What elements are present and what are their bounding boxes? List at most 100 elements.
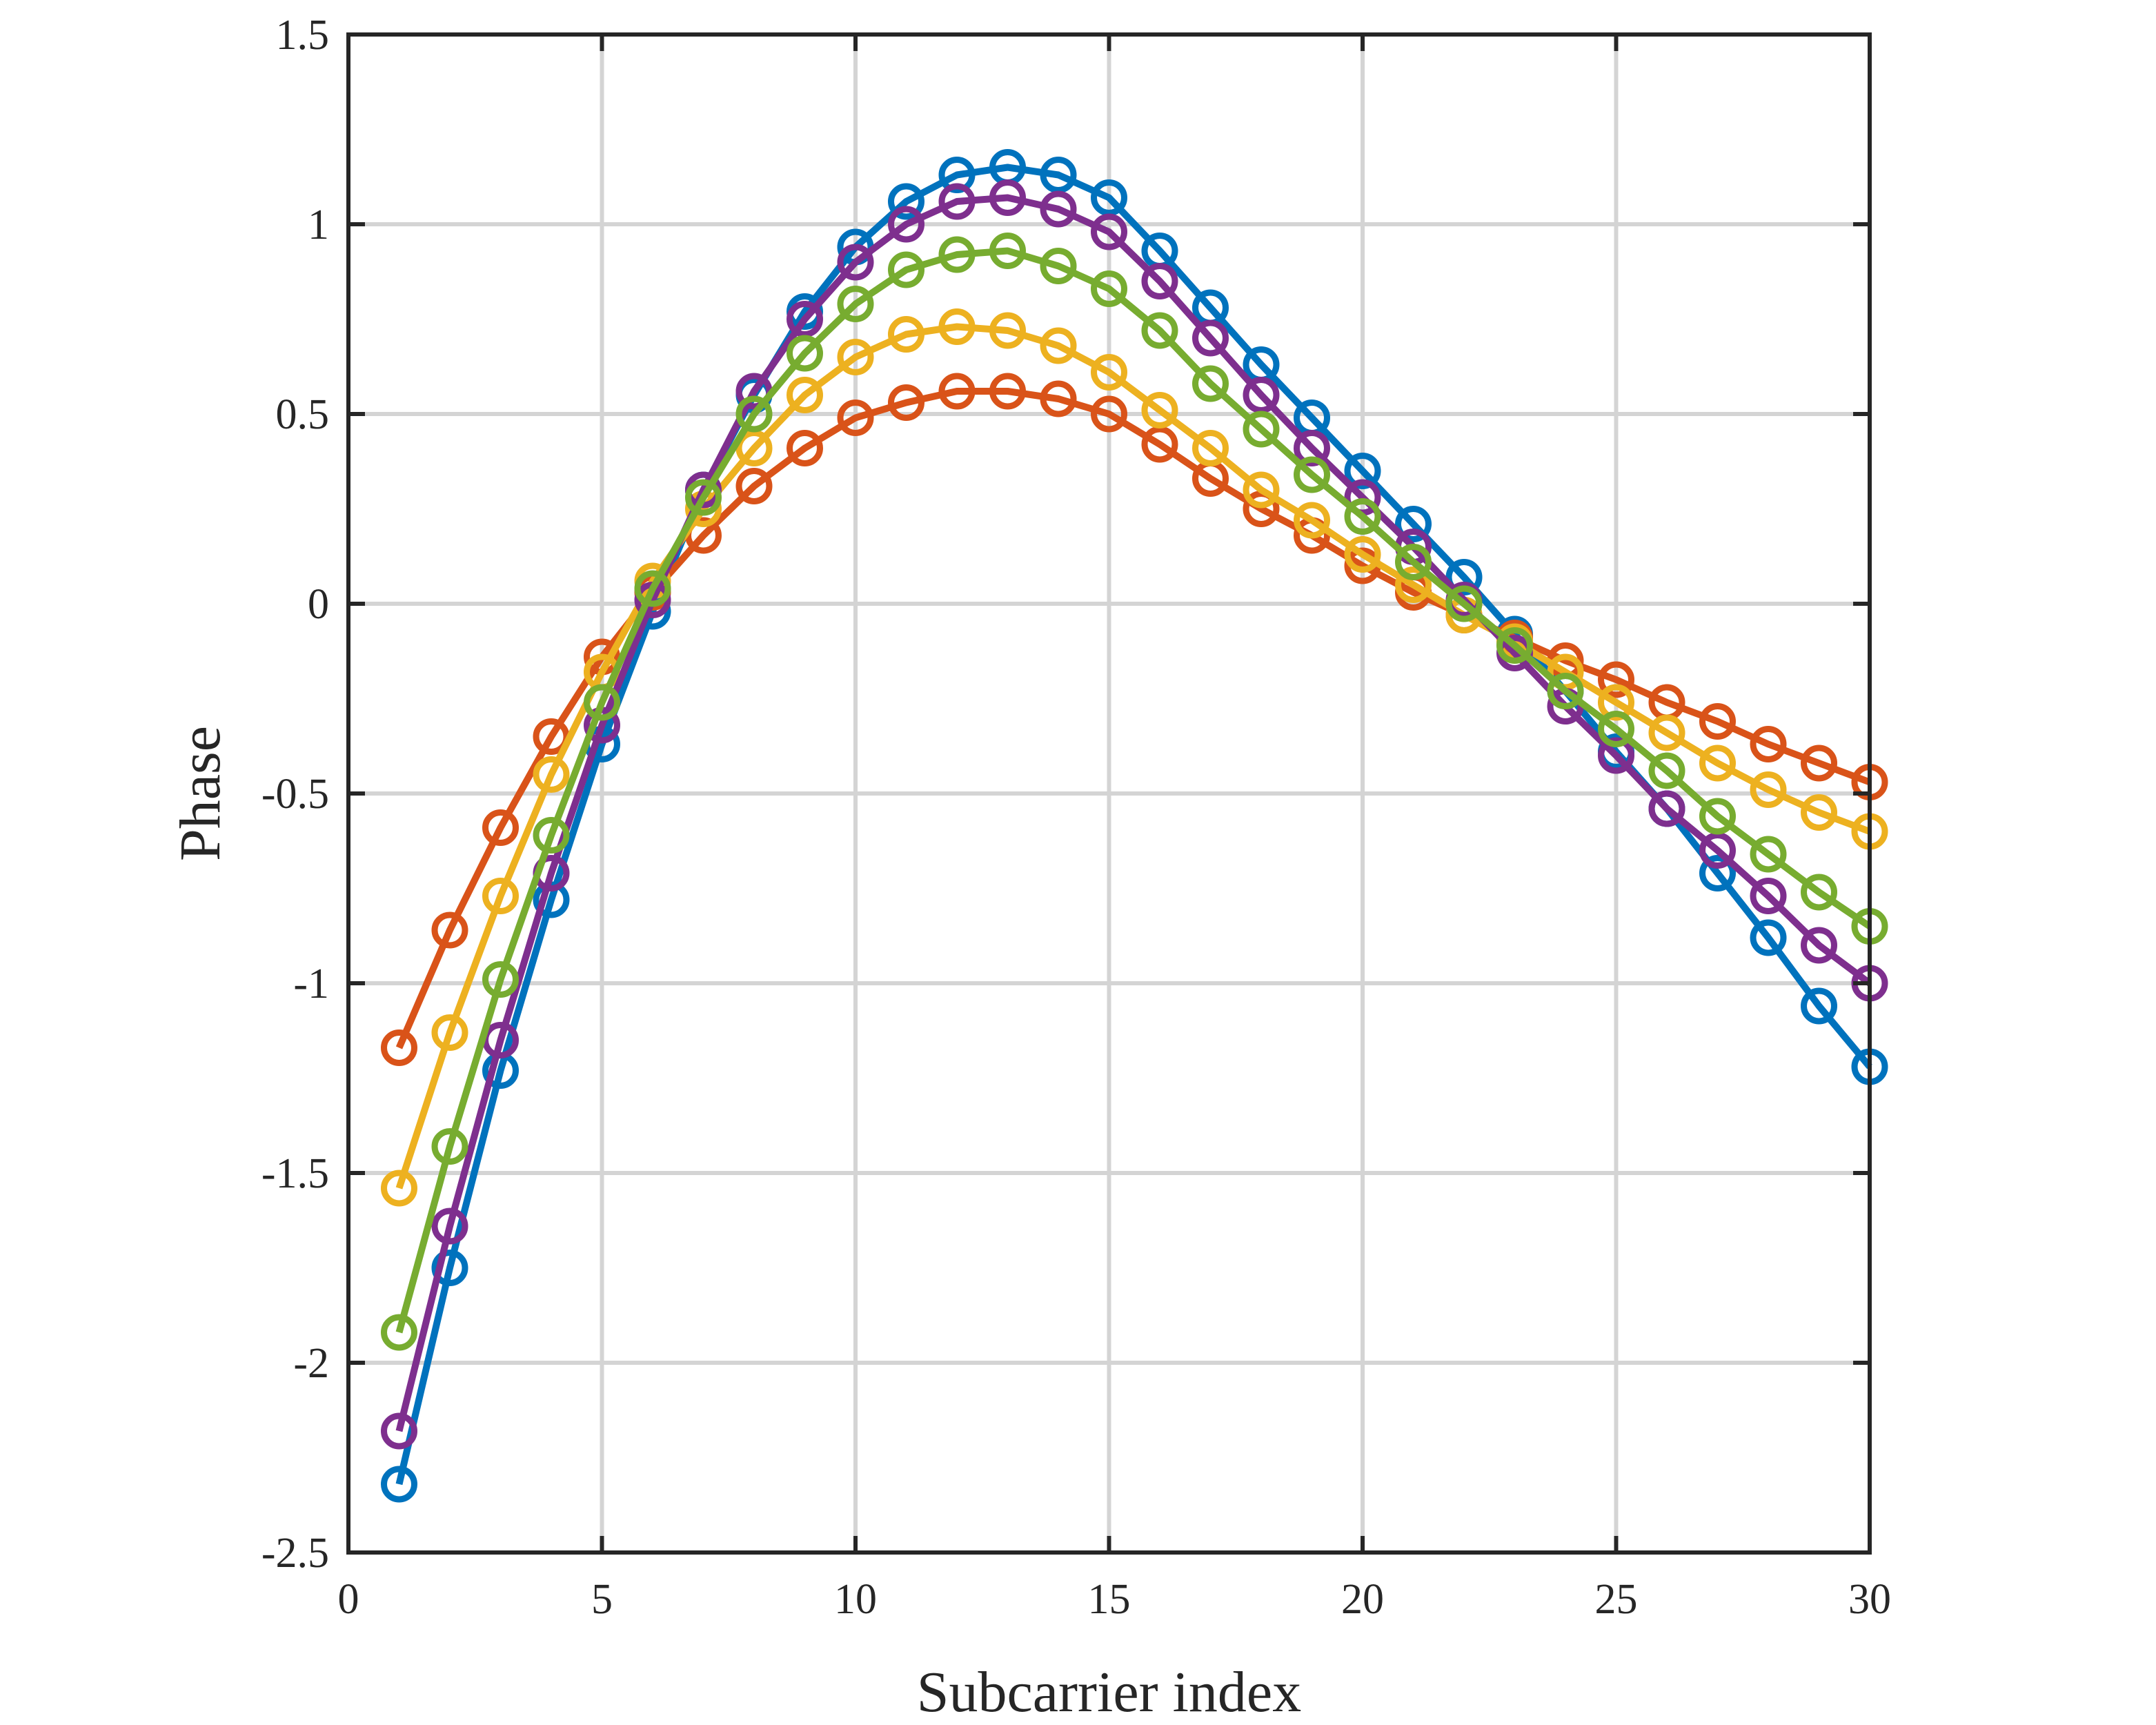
data-point: [1598, 711, 1634, 747]
data-point: [1141, 263, 1178, 299]
data-point: [431, 911, 468, 949]
data-point: [1294, 456, 1330, 493]
y-tick-label: -0.5: [261, 771, 329, 818]
x-tick-label: 25: [1595, 1576, 1638, 1623]
data-point: [989, 312, 1026, 349]
data-point: [1395, 544, 1432, 580]
y-tick-label: 1.5: [276, 12, 330, 59]
data-point: [1294, 430, 1330, 466]
data-point: [787, 301, 823, 337]
data-point: [989, 233, 1026, 269]
data-point: [1750, 878, 1787, 914]
data-point: [837, 339, 874, 375]
data-point: [1243, 411, 1280, 448]
y-tick-label: -1.5: [261, 1150, 329, 1197]
data-point: [381, 1029, 417, 1066]
x-tick-labels: 0 5 10 15 20 25 30: [338, 1576, 1892, 1623]
data-point: [735, 468, 773, 504]
y-tick-label: 0.5: [276, 391, 330, 438]
data-point: [989, 179, 1026, 216]
data-point: [1091, 213, 1127, 250]
data-point: [1598, 684, 1634, 721]
data-point: [482, 809, 519, 846]
x-tick-label: 20: [1341, 1576, 1384, 1623]
data-point: [888, 206, 924, 243]
x-tick-label: 10: [834, 1576, 877, 1623]
data-point: [837, 400, 874, 436]
data-point: [1699, 832, 1736, 869]
data-point: [381, 1466, 417, 1503]
data-point: [1801, 987, 1837, 1025]
y-tick-label: 0: [308, 581, 329, 628]
x-tick-label: 5: [591, 1576, 613, 1623]
data-point: [1598, 737, 1634, 774]
data-point: [1294, 502, 1330, 539]
data-point: [787, 335, 823, 372]
data-point: [685, 479, 722, 516]
series-4: [381, 179, 1888, 1450]
data-point: [888, 316, 924, 353]
data-point: [1699, 855, 1736, 891]
y-tick-label: -1: [293, 960, 329, 1007]
data-point: [787, 430, 823, 466]
data-point: [735, 395, 773, 433]
data-point: [1091, 270, 1127, 307]
data-point: [938, 157, 976, 193]
data-point: [431, 1208, 468, 1245]
data-point: [431, 1014, 468, 1051]
data-point: [1091, 179, 1127, 216]
data-point: [1496, 627, 1533, 664]
data-point: [1750, 771, 1787, 808]
data-point: [1699, 798, 1736, 835]
data-point: [634, 570, 671, 607]
data-point: [888, 384, 924, 421]
data-point: [482, 878, 519, 914]
y-tick-labels: 1.5 1 0.5 0 -0.5 -1 -1.5 -2 -2.5: [261, 12, 329, 1577]
data-point: [381, 1170, 417, 1207]
y-tick-label: -2: [293, 1340, 329, 1387]
data-point: [1040, 248, 1077, 284]
data-point: [787, 377, 823, 413]
data-point: [431, 1250, 468, 1286]
data-point: [938, 183, 976, 220]
data-point: [837, 286, 874, 322]
data-point: [584, 684, 620, 721]
y-tick-label: 1: [308, 201, 329, 248]
data-point: [1344, 498, 1381, 535]
series-3: [381, 308, 1888, 1207]
data-point: [1395, 566, 1432, 603]
data-point: [1344, 536, 1381, 573]
data-point: [1648, 752, 1685, 789]
data-point: [1091, 395, 1127, 433]
data-point: [1040, 190, 1077, 228]
data-point: [1750, 726, 1787, 762]
data-point: [1445, 585, 1483, 622]
y-tick-label: -2.5: [261, 1530, 329, 1577]
data-point: [1192, 430, 1229, 466]
data-point: [1192, 319, 1229, 357]
data-point: [1699, 703, 1736, 740]
series-line: [395, 194, 1872, 1432]
data-point: [1801, 745, 1837, 782]
series-line: [395, 247, 1872, 1334]
data-point: [381, 1314, 417, 1351]
data-point: [938, 308, 976, 345]
data-point: [1141, 312, 1178, 349]
data-point: [1801, 794, 1837, 831]
data-point: [938, 373, 976, 410]
data-point: [1648, 790, 1685, 827]
data-point: [1801, 874, 1837, 911]
x-tick-label: 0: [338, 1576, 359, 1623]
data-point: [735, 430, 773, 466]
data-point: [938, 236, 976, 273]
data-point: [1445, 559, 1483, 595]
x-tick-label: 15: [1088, 1576, 1131, 1623]
data-point: [482, 961, 519, 998]
data-point: [1699, 745, 1736, 782]
data-point: [1141, 426, 1178, 463]
data-point: [1648, 714, 1685, 751]
data-point: [1243, 377, 1280, 413]
data-point: [1091, 354, 1127, 391]
x-axis-label: Subcarrier index: [917, 1660, 1301, 1724]
